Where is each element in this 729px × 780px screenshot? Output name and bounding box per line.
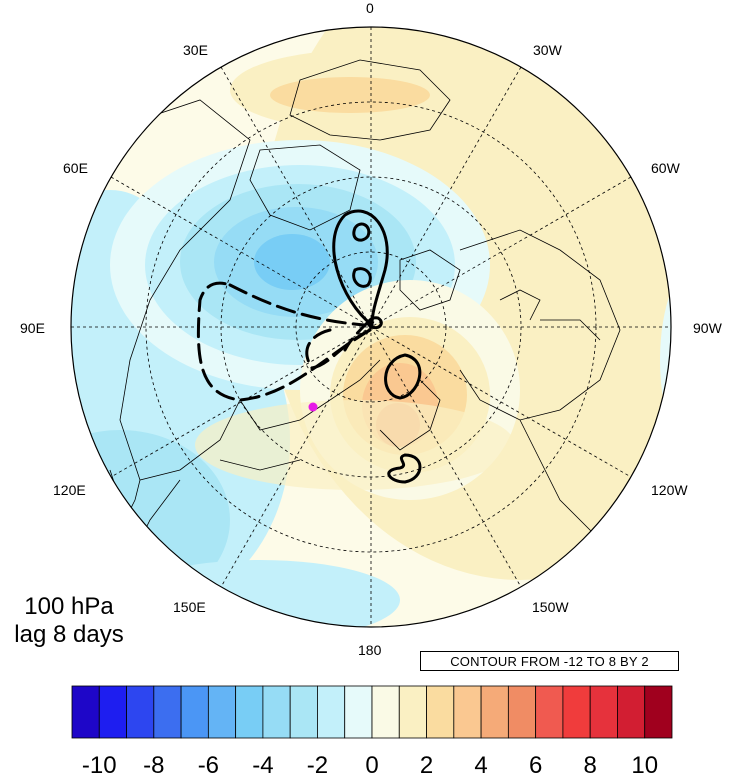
colorbar-tick-label: -8 [143,752,165,779]
lon-label-60e: 60E [63,160,88,176]
colorbar-box [207,685,237,739]
lon-label-150e: 150E [173,599,206,615]
colorbar-tick-label: 4 [474,752,488,779]
colorbar-tick-label: -10 [81,752,117,779]
colorbar-tick-label: -6 [197,752,220,779]
map-boundary [70,26,672,628]
colorbar [71,685,673,739]
colorbar-box [317,685,346,739]
colorbar-box [98,685,127,739]
pressure-level-label: 100 hPa [24,593,114,620]
colorbar-box [180,685,209,739]
colorbar-box [507,685,537,739]
colorbar-box [480,685,509,739]
colorbar-box [71,685,100,739]
lon-label-30w: 30W [533,42,562,58]
colorbar-box [235,685,264,739]
lon-label-120e: 120E [53,482,86,498]
colorbar-tick-label: 2 [419,752,434,779]
contour-info-box: CONTOUR FROM -12 TO 8 BY 2 [420,651,679,671]
colorbar-box [153,685,182,739]
colorbar-box [426,685,455,739]
colorbar-box [453,685,482,739]
colorbar-tick-label: -2 [306,752,329,779]
colorbar-box [262,685,291,739]
colorbar-tick-label: 10 [631,752,659,779]
lon-label-180: 180 [358,642,382,658]
lon-label-150w: 150W [532,599,569,615]
colorbar-tick-label: 8 [583,752,597,779]
black-contours [196,209,422,484]
location-marker [308,402,318,412]
lon-label-90w: 90W [693,320,722,336]
lag-label: lag 8 days [14,621,124,648]
colorbar-box [644,685,673,739]
colorbar-tick-label: 0 [365,752,379,779]
coastlines [109,59,641,581]
colorbar-box [589,685,618,739]
lon-label-0: 0 [366,0,374,16]
lon-label-90e: 90E [20,320,45,336]
colorbar-tick-label: 6 [528,752,543,779]
colorbar-box [344,685,373,739]
lon-label-120w: 120W [651,482,688,498]
lon-label-60w: 60W [651,160,680,176]
colorbar-box [126,685,155,739]
lon-label-30e: 30E [183,42,208,58]
colorbar-box [617,685,646,739]
colorbar-tick-label: -4 [252,752,274,779]
colorbar-box [289,685,318,739]
colorbar-box [535,685,564,739]
colorbar-box [562,685,591,739]
colorbar-box [371,685,400,739]
colorbar-box [398,685,427,739]
